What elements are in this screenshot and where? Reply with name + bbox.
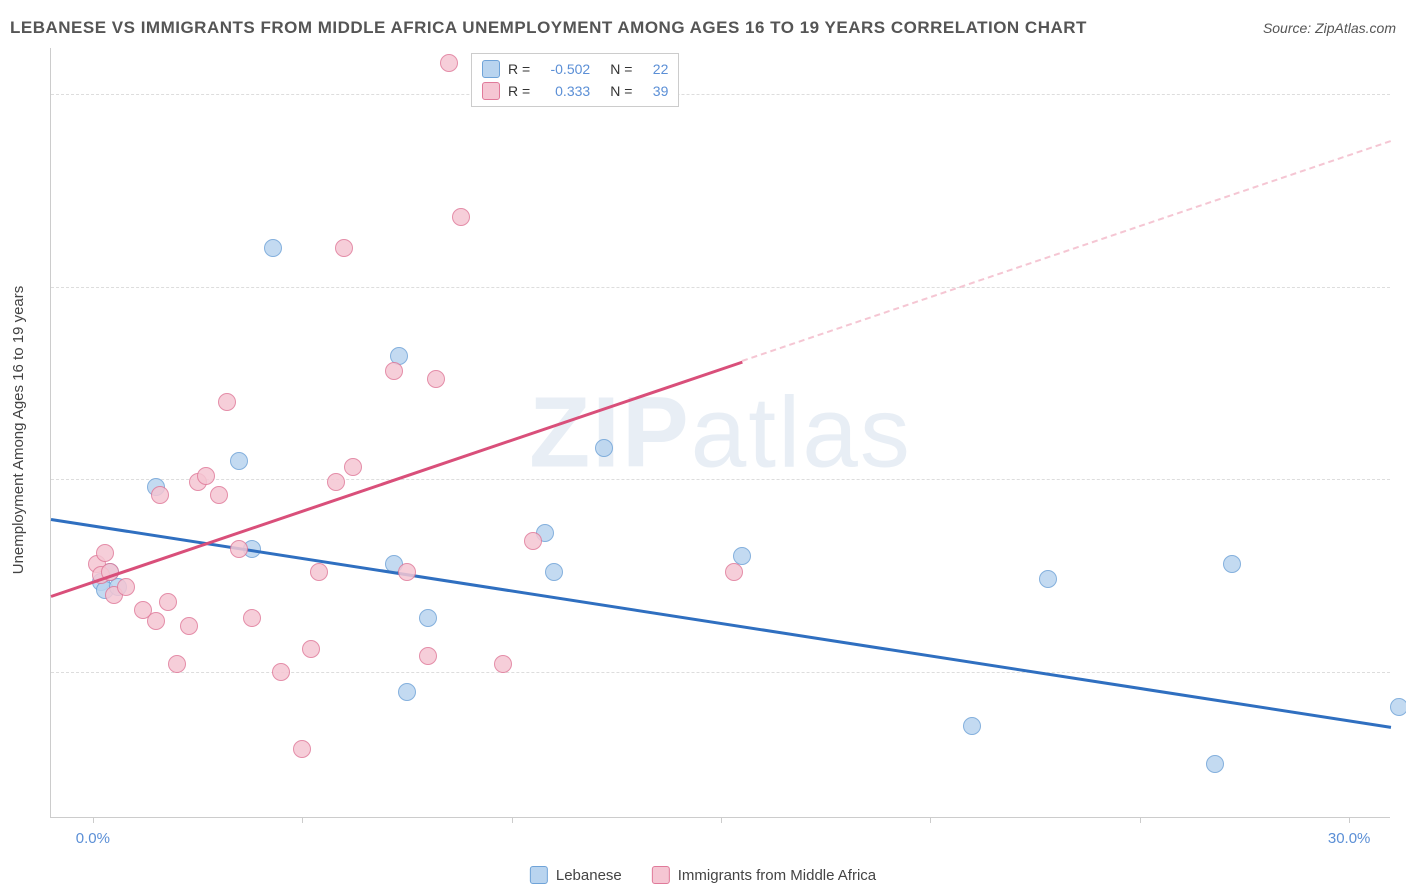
scatter-point [385, 362, 403, 380]
scatter-point [1206, 755, 1224, 773]
scatter-point [963, 717, 981, 735]
scatter-point [335, 239, 353, 257]
scatter-point [96, 544, 114, 562]
x-tick [1140, 817, 1141, 823]
x-tick [93, 817, 94, 823]
scatter-point [243, 609, 261, 627]
scatter-point [310, 563, 328, 581]
watermark: ZIPatlas [529, 375, 912, 490]
stats-row: R = 0.333 N = 39 [482, 80, 668, 102]
chart-title: LEBANESE VS IMMIGRANTS FROM MIDDLE AFRIC… [10, 18, 1087, 38]
x-tick [930, 817, 931, 823]
stats-swatch-icon [482, 60, 500, 78]
stats-n-label: N = [610, 83, 632, 99]
legend-item-lebanese: Lebanese [530, 866, 622, 884]
scatter-point [494, 655, 512, 673]
scatter-point [427, 370, 445, 388]
scatter-point [168, 655, 186, 673]
x-tick [302, 817, 303, 823]
gridline [51, 672, 1390, 673]
scatter-point [1039, 570, 1057, 588]
scatter-point [293, 740, 311, 758]
legend-item-immigrants: Immigrants from Middle Africa [652, 866, 876, 884]
scatter-point [180, 617, 198, 635]
watermark-heavy: ZIP [529, 376, 691, 488]
legend-swatch-icon [652, 866, 670, 884]
y-axis-label: Unemployment Among Ages 16 to 19 years [10, 286, 27, 575]
scatter-point [272, 663, 290, 681]
scatter-point [264, 239, 282, 257]
scatter-point [147, 612, 165, 630]
x-tick [1349, 817, 1350, 823]
scatter-point [398, 683, 416, 701]
scatter-point [419, 609, 437, 627]
gridline [51, 94, 1390, 95]
source-label: Source: ZipAtlas.com [1263, 20, 1396, 36]
scatter-point [197, 467, 215, 485]
gridline [51, 287, 1390, 288]
y-tick-label: 25.0% [1395, 471, 1406, 488]
scatter-point [725, 563, 743, 581]
stats-r-label: R = [508, 61, 530, 77]
stats-box: R = -0.502 N = 22 R = 0.333 N = 39 [471, 53, 679, 107]
stats-n-value: 22 [640, 61, 668, 77]
scatter-point [398, 563, 416, 581]
y-tick-label: 37.5% [1395, 278, 1406, 295]
scatter-point [545, 563, 563, 581]
stats-r-label: R = [508, 83, 530, 99]
stats-row: R = -0.502 N = 22 [482, 58, 668, 80]
gridline [51, 479, 1390, 480]
scatter-point [210, 486, 228, 504]
scatter-point [452, 208, 470, 226]
scatter-point [218, 393, 236, 411]
scatter-point [344, 458, 362, 476]
scatter-point [595, 439, 613, 457]
scatter-point [440, 54, 458, 72]
x-tick [512, 817, 513, 823]
scatter-point [302, 640, 320, 658]
scatter-point [230, 452, 248, 470]
bottom-legend: Lebanese Immigrants from Middle Africa [530, 866, 876, 884]
scatter-point [1390, 698, 1406, 716]
trendline-dashed [742, 140, 1392, 362]
stats-r-value: -0.502 [538, 61, 590, 77]
scatter-point [117, 578, 135, 596]
y-tick-label: 50.0% [1395, 86, 1406, 103]
plot-area: ZIPatlas 12.5%25.0%37.5%50.0%0.0%30.0%R … [50, 48, 1390, 818]
legend-label: Immigrants from Middle Africa [678, 867, 876, 884]
title-bar: LEBANESE VS IMMIGRANTS FROM MIDDLE AFRIC… [10, 18, 1396, 38]
x-tick-label: 30.0% [1328, 830, 1371, 847]
stats-r-value: 0.333 [538, 83, 590, 99]
legend-swatch-icon [530, 866, 548, 884]
y-tick-label: 12.5% [1395, 663, 1406, 680]
scatter-point [159, 593, 177, 611]
scatter-point [419, 647, 437, 665]
stats-n-label: N = [610, 61, 632, 77]
scatter-point [327, 473, 345, 491]
watermark-light: atlas [691, 376, 912, 488]
scatter-point [524, 532, 542, 550]
scatter-point [230, 540, 248, 558]
scatter-point [1223, 555, 1241, 573]
legend-label: Lebanese [556, 867, 622, 884]
x-tick [721, 817, 722, 823]
x-tick-label: 0.0% [76, 830, 110, 847]
stats-swatch-icon [482, 82, 500, 100]
scatter-point [151, 486, 169, 504]
stats-n-value: 39 [640, 83, 668, 99]
